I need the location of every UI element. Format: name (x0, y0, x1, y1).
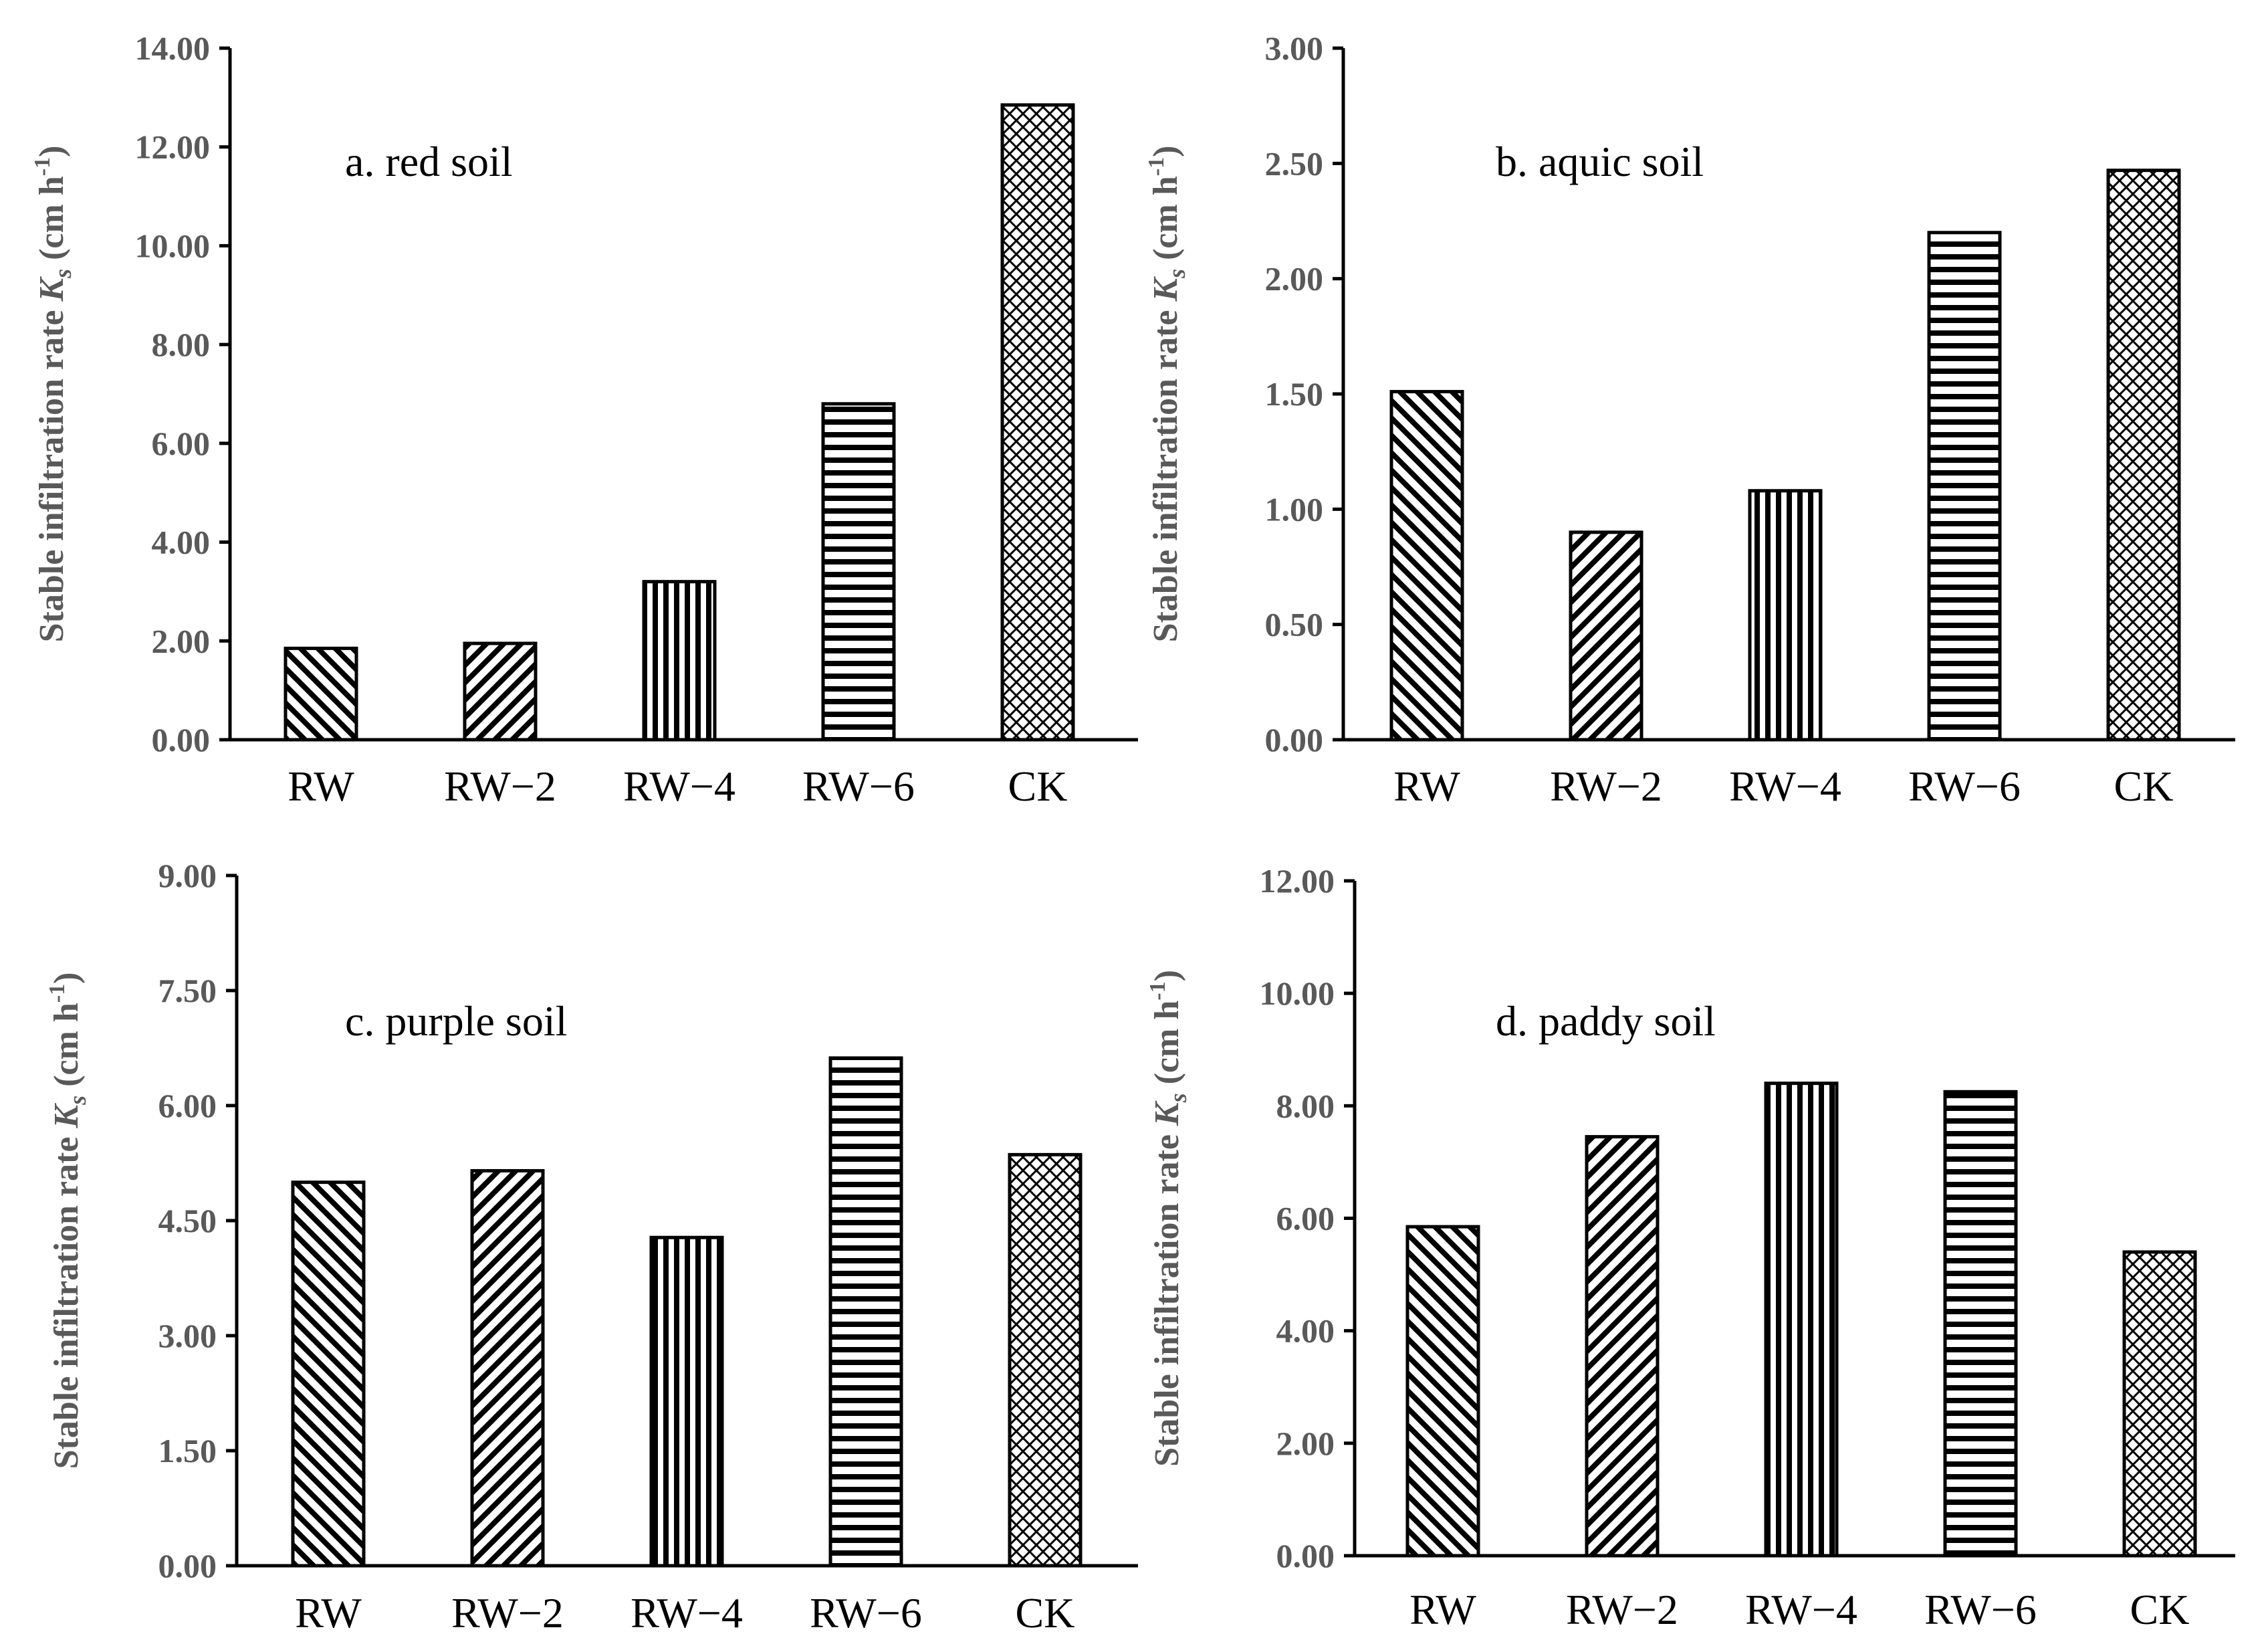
panel-title: a. red soil (345, 138, 513, 185)
bar-rw-2 (1585, 1135, 1660, 1558)
bar-rw (1389, 390, 1464, 742)
bar-rw (1405, 1225, 1480, 1558)
x-category-label: RW−4 (631, 1589, 743, 1637)
x-category-label: RW−6 (810, 1589, 922, 1637)
x-category-label: RW−6 (802, 762, 915, 810)
y-tick-label: 0.00 (158, 1547, 217, 1584)
bar-rw-6 (821, 402, 896, 742)
y-tick-label: 0.00 (1265, 721, 1324, 758)
bar-ck (2106, 169, 2181, 742)
y-tick-label: 12.00 (135, 128, 211, 166)
y-tick-label: 0.00 (1276, 1537, 1335, 1574)
panel-paddy-soil: 0.00 2.00 4.00 6.00 8.00 10.00 12.00 RW RW−2 RW−4… (1145, 862, 2235, 1633)
x-category-label: CK (2114, 762, 2174, 810)
bar-rw-4 (642, 580, 717, 742)
bar-ck (1000, 103, 1075, 742)
x-category-label: RW (1393, 762, 1460, 810)
bar-rw (291, 1180, 366, 1568)
y-tick-label: 2.00 (1265, 260, 1324, 298)
y-tick-label: 9.00 (158, 857, 217, 894)
x-category-label: RW (295, 1589, 362, 1637)
x-category-label: CK (2130, 1586, 2190, 1633)
y-tick-label: 1.50 (158, 1432, 217, 1469)
y-tick-label: 4.00 (152, 524, 211, 561)
y-tick-label: 12.00 (1260, 862, 1335, 900)
panel-purple-soil: 0.00 1.50 3.00 4.50 6.00 7.50 9.00 RW RW−2 RW−4 RW… (45, 857, 1138, 1637)
y-axis-title: Stable infiltration rate Ks (cm h-1) (1145, 970, 1192, 1467)
panel-title: d. paddy soil (1496, 997, 1716, 1045)
x-category-label: RW−4 (1745, 1586, 1857, 1633)
y-tick-label: 6.00 (1276, 1200, 1335, 1237)
bar-rw-6 (1943, 1090, 2018, 1558)
x-category-label: RW (288, 762, 354, 810)
bar-rw-4 (1748, 489, 1823, 742)
bar-rw-6 (828, 1056, 903, 1568)
y-axis-title: Stable infiltration rate Ks (cm h-1) (1144, 146, 1190, 643)
y-tick-label: 10.00 (1260, 974, 1335, 1012)
y-tick-label: 14.00 (135, 29, 211, 67)
y-axis-title: Stable infiltration rate Ks (cm h-1) (30, 146, 76, 643)
y-tick-label: 2.00 (1276, 1425, 1335, 1462)
x-category-label: RW−2 (444, 762, 556, 810)
bar-rw-2 (470, 1168, 545, 1568)
bar-rw-6 (1927, 231, 2002, 742)
y-tick-label: 6.00 (158, 1087, 217, 1124)
bar-rw-2 (1569, 530, 1643, 742)
x-category-label: RW−4 (623, 762, 735, 810)
x-category-label: RW (1409, 1586, 1476, 1633)
x-category-label: RW−6 (1924, 1586, 2037, 1633)
y-tick-label: 10.00 (135, 227, 211, 264)
panel-aquic-soil: 0.00 0.50 1.00 1.50 2.00 2.50 3.00 RW RW−2 RW−4 RW… (1144, 29, 2235, 810)
y-tick-label: 2.00 (152, 622, 211, 659)
y-tick-label: 4.50 (158, 1202, 217, 1239)
panel-red-soil: 0.00 2.00 4.00 6.00 8.00 10.00 12.00 14.00 RW RW−… (30, 29, 1138, 810)
panel-title: c. purple soil (345, 997, 567, 1045)
y-tick-label: 6.00 (152, 425, 211, 462)
y-tick-label: 7.50 (158, 972, 217, 1009)
y-tick-label: 1.00 (1265, 490, 1324, 528)
y-axis-title: Stable infiltration rate Ks (cm h-1) (45, 972, 91, 1469)
bar-ck (2122, 1250, 2197, 1558)
bar-rw-4 (649, 1235, 724, 1568)
y-tick-label: 1.50 (1265, 375, 1324, 413)
x-category-label: CK (1008, 762, 1068, 810)
bar-rw (284, 646, 358, 742)
y-tick-label: 0.50 (1265, 606, 1324, 643)
bar-ck (1008, 1152, 1083, 1568)
y-tick-label: 4.00 (1276, 1312, 1335, 1350)
y-tick-label: 8.00 (152, 326, 211, 363)
x-category-label: RW−2 (1550, 762, 1662, 810)
x-category-label: RW−2 (1566, 1586, 1678, 1633)
y-tick-label: 0.00 (152, 721, 211, 758)
y-tick-label: 2.50 (1265, 144, 1324, 182)
y-tick-label: 3.00 (1265, 29, 1324, 67)
panel-title: b. aquic soil (1496, 138, 1704, 185)
x-category-label: RW−2 (451, 1589, 564, 1637)
y-tick-label: 3.00 (158, 1317, 217, 1354)
x-category-label: RW−4 (1729, 762, 1841, 810)
x-category-label: RW−6 (1908, 762, 2021, 810)
x-category-label: CK (1016, 1589, 1075, 1637)
y-tick-label: 8.00 (1276, 1087, 1335, 1124)
bar-rw-2 (463, 641, 538, 742)
bar-rw-4 (1764, 1082, 1839, 1558)
